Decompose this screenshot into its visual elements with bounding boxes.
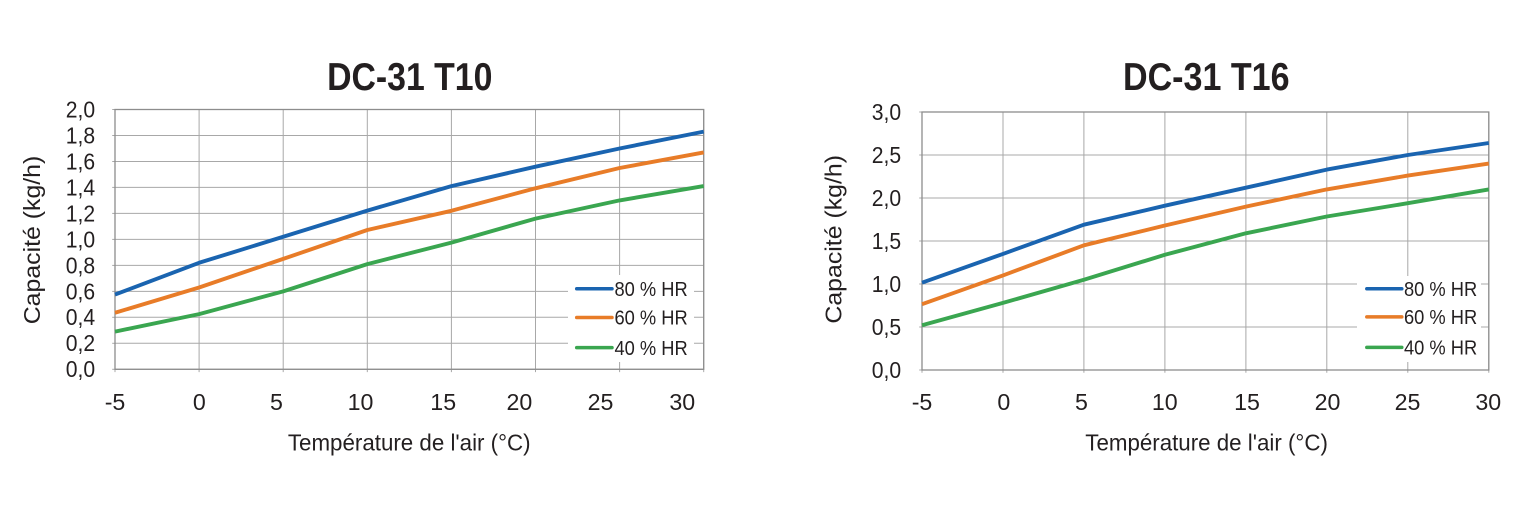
svg-text:1,6: 1,6 [66,148,95,174]
svg-text:Température de l'air (°C): Température de l'air (°C) [288,430,531,456]
svg-text:1,0: 1,0 [66,226,95,252]
svg-text:15: 15 [1234,389,1260,415]
svg-text:40 % HR: 40 % HR [1404,337,1477,360]
svg-text:0,5: 0,5 [872,314,901,340]
svg-text:DC-31 T10: DC-31 T10 [327,56,492,99]
svg-text:DC-31 T16: DC-31 T16 [1123,56,1290,99]
svg-text:40 % HR: 40 % HR [615,337,688,360]
svg-text:0: 0 [997,389,1010,415]
svg-text:3,0: 3,0 [872,99,901,125]
svg-text:1,2: 1,2 [66,200,95,226]
svg-text:25: 25 [588,389,614,415]
svg-text:20: 20 [1315,389,1341,415]
svg-text:80 % HR: 80 % HR [615,278,688,301]
svg-text:20: 20 [507,389,533,415]
svg-text:60 % HR: 60 % HR [615,307,688,330]
svg-text:0,8: 0,8 [66,252,95,278]
svg-text:5: 5 [1075,389,1088,415]
svg-text:10: 10 [1152,389,1178,415]
svg-text:30: 30 [669,389,695,415]
svg-text:0,0: 0,0 [872,357,901,383]
svg-text:60 % HR: 60 % HR [1404,306,1477,329]
svg-text:80 % HR: 80 % HR [1404,278,1477,301]
svg-text:1,4: 1,4 [66,174,96,200]
svg-text:1,8: 1,8 [66,122,95,148]
svg-text:Température de l'air (°C): Température de l'air (°C) [1085,430,1328,456]
svg-text:2,5: 2,5 [872,142,901,168]
svg-text:2,0: 2,0 [66,96,95,122]
svg-text:0,2: 0,2 [66,330,95,356]
svg-text:-5: -5 [105,389,126,415]
svg-text:-5: -5 [912,389,933,415]
svg-text:0,6: 0,6 [66,278,95,304]
svg-text:0,4: 0,4 [66,304,96,330]
svg-text:15: 15 [430,389,456,415]
svg-text:30: 30 [1475,389,1501,415]
svg-text:10: 10 [348,389,374,415]
svg-text:1,5: 1,5 [872,228,901,254]
svg-text:0,0: 0,0 [66,356,95,382]
svg-text:0: 0 [193,389,206,415]
svg-text:2,0: 2,0 [872,185,901,211]
svg-text:1,0: 1,0 [872,271,901,297]
svg-text:Capacité (kg/h): Capacité (kg/h) [821,155,847,324]
svg-text:Capacité (kg/h): Capacité (kg/h) [19,156,45,325]
svg-text:5: 5 [270,389,283,415]
svg-text:25: 25 [1395,389,1421,415]
